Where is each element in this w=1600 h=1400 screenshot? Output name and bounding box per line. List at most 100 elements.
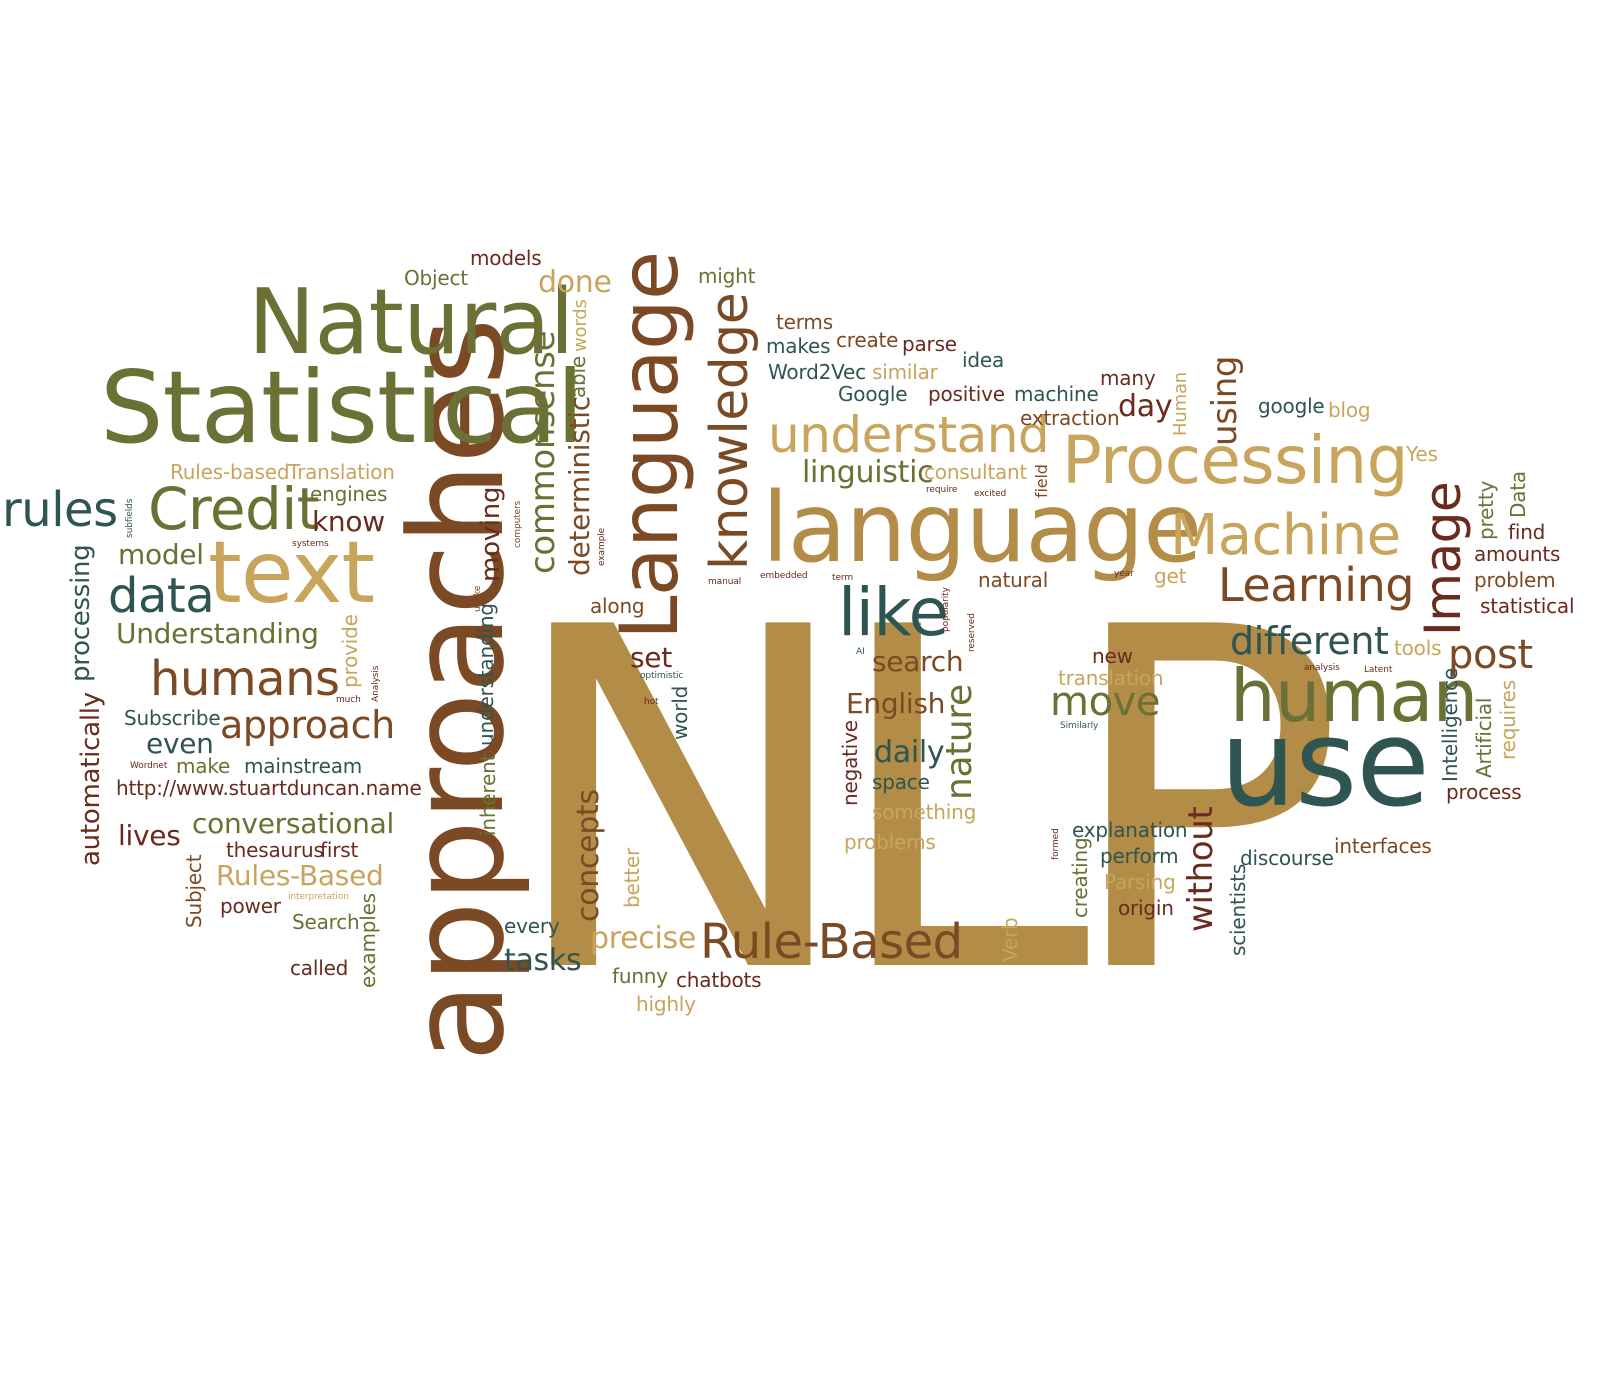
word-without: without <box>1181 806 1221 932</box>
word-understanding-cap: Understanding <box>116 617 319 650</box>
word-text: text <box>208 523 375 623</box>
word-conversational: conversational <box>192 807 394 840</box>
word-english: English <box>846 687 946 720</box>
word-knowledge: knowledge <box>700 292 760 570</box>
word-world: world <box>668 685 692 740</box>
word-parsing: Parsing <box>1104 870 1176 894</box>
word-manual: manual <box>708 577 742 587</box>
word-funny: funny <box>612 964 668 988</box>
word-origin: origin <box>1118 896 1174 920</box>
word-make: make <box>176 754 231 778</box>
word-mainstream: mainstream <box>244 754 363 778</box>
word-move: move <box>1050 679 1161 725</box>
word-examples: examples <box>356 893 380 988</box>
word-set: set <box>630 641 672 674</box>
word-formed: formed <box>1051 828 1061 860</box>
word-something: something <box>872 800 977 824</box>
word-done: done <box>538 265 612 300</box>
word-nlp: NLP <box>505 529 1345 1076</box>
word-subject: Subject <box>182 854 206 928</box>
word-similar: similar <box>872 360 938 384</box>
word-problems: problems <box>844 830 936 854</box>
word-wordnet: Wordnet <box>130 761 168 771</box>
word-computers: computers <box>513 500 523 548</box>
word-rule-based-cap: Rule-Based <box>700 914 963 970</box>
word-moving: moving <box>476 486 506 582</box>
word-rules-based-cap: Rules-Based <box>216 859 384 892</box>
word-space: space <box>872 770 930 794</box>
word-learning: Learning <box>1218 558 1415 612</box>
word-optimistic: optimistic <box>640 671 684 681</box>
word-ai: AI <box>856 647 865 657</box>
word-problem: problem <box>1474 568 1556 592</box>
word-similarly: Similarly <box>1060 721 1099 731</box>
word-much: much <box>336 695 361 705</box>
word-makes: makes <box>766 334 831 358</box>
word-like: like <box>838 574 949 651</box>
word-provide: provide <box>338 614 362 688</box>
word-field: field <box>1032 464 1051 498</box>
word-models: models <box>470 246 542 270</box>
word-reserved: reserved <box>967 613 977 652</box>
word-human-cap: Human <box>1170 371 1191 436</box>
word-require: require <box>926 485 958 495</box>
word-new: new <box>1092 644 1133 668</box>
word-search-cap: Search <box>292 910 360 934</box>
word-hot: hot <box>644 697 659 707</box>
word-rules: rules <box>2 482 118 538</box>
word-better: better <box>620 847 644 908</box>
word-intelligence: Intelligence <box>1438 668 1462 782</box>
word-popularity: popularity <box>941 587 951 632</box>
word-translation: translation <box>1058 666 1164 690</box>
word-called: called <box>290 956 349 980</box>
word-find: find <box>1508 520 1546 544</box>
word-daily: daily <box>874 735 945 770</box>
word-tasks: tasks <box>504 943 582 978</box>
word-machine-cap: Machine <box>1170 503 1401 568</box>
word-verb: Verb <box>998 917 1022 962</box>
word-example: example <box>597 527 607 566</box>
word-precise: precise <box>590 921 696 956</box>
word-along: along <box>590 594 645 618</box>
word-image: Image <box>1414 481 1472 636</box>
word-power: power <box>220 894 281 918</box>
word-might: might <box>698 264 756 288</box>
word-processing-cap: Processing <box>1062 422 1409 499</box>
word-object: Object <box>404 266 468 290</box>
word-language: language <box>762 472 1202 584</box>
word-many: many <box>1100 366 1156 390</box>
word-parse: parse <box>902 332 957 356</box>
word-know: know <box>312 505 385 538</box>
word-negative: negative <box>838 720 862 806</box>
word-analysis: analysis <box>1304 663 1340 673</box>
word-rules-based: Rules-based <box>170 460 290 484</box>
word-scientists: scientists <box>1226 863 1250 956</box>
word-unlike: unlike <box>473 585 483 612</box>
word-concepts: concepts <box>571 789 606 922</box>
word-deterministic: deterministic <box>563 396 596 576</box>
word-interpretation: interpretation <box>288 892 349 902</box>
word-subscribe: Subscribe <box>124 706 221 730</box>
word-analysis-cap: Analysis <box>371 665 381 702</box>
word-latent: Latent <box>1364 665 1393 675</box>
word-embedded: embedded <box>760 571 808 581</box>
word-pretty: pretty <box>1474 480 1498 540</box>
word-using: using <box>1205 355 1245 446</box>
word-process: process <box>1446 780 1522 804</box>
word-extraction: extraction <box>1020 406 1120 430</box>
word-perform: perform <box>1100 844 1179 868</box>
word-use: use <box>1220 695 1430 834</box>
word-understand: understand <box>768 406 1050 464</box>
word-tools: tools <box>1394 636 1442 660</box>
word-nature: nature <box>939 684 980 800</box>
word-yes: Yes <box>1406 442 1438 466</box>
word-statistical-cap: Statistical <box>100 349 584 466</box>
word-commonsense: commonsense <box>523 330 563 574</box>
word-engines: engines <box>310 482 388 506</box>
word-term: term <box>832 573 854 583</box>
word-natural: natural <box>978 568 1049 592</box>
word-able: able <box>566 355 590 398</box>
word-humans: humans <box>150 651 340 707</box>
word-positive: positive <box>928 382 1005 406</box>
